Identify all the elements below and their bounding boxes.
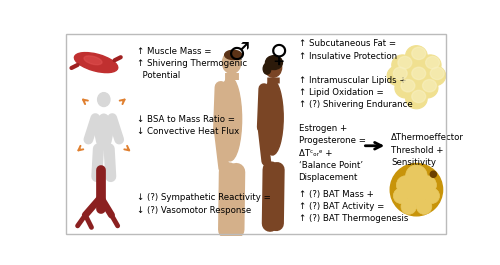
Ellipse shape [96, 114, 112, 150]
Ellipse shape [412, 67, 426, 80]
Ellipse shape [424, 66, 446, 86]
Ellipse shape [218, 77, 242, 161]
Ellipse shape [407, 187, 426, 205]
Ellipse shape [266, 56, 282, 69]
Ellipse shape [406, 165, 427, 187]
Text: ↑ (?) BAT Mass +
↑ (?) BAT Activity =
↑ (?) BAT Thermogenesis: ↑ (?) BAT Mass + ↑ (?) BAT Activity = ↑ … [298, 190, 408, 223]
Ellipse shape [98, 93, 110, 107]
Ellipse shape [426, 56, 440, 69]
Ellipse shape [263, 63, 271, 74]
Ellipse shape [418, 176, 436, 194]
Text: ♂: ♂ [228, 41, 250, 65]
Ellipse shape [398, 56, 412, 69]
Ellipse shape [394, 188, 408, 204]
Ellipse shape [387, 66, 408, 86]
Ellipse shape [264, 163, 272, 170]
Text: Estrogen +
Progesterone =
ΔTᶜₒᵣᵉ +
‘Balance Point’
Displacement: Estrogen + Progesterone = ΔTᶜₒᵣᵉ + ‘Bala… [298, 124, 366, 182]
Ellipse shape [222, 52, 241, 73]
Text: ♀: ♀ [270, 43, 288, 67]
Ellipse shape [410, 183, 422, 196]
Ellipse shape [422, 80, 436, 92]
Text: ↓ BSA to Mass Ratio =
↓ Convective Heat Flux: ↓ BSA to Mass Ratio = ↓ Convective Heat … [137, 115, 239, 136]
Ellipse shape [424, 188, 440, 204]
Ellipse shape [430, 67, 444, 80]
Ellipse shape [390, 164, 442, 216]
Ellipse shape [401, 80, 415, 92]
Ellipse shape [401, 199, 416, 214]
Ellipse shape [224, 50, 242, 60]
Ellipse shape [412, 47, 426, 60]
Ellipse shape [264, 57, 281, 77]
Ellipse shape [420, 55, 441, 75]
Ellipse shape [406, 89, 427, 109]
Ellipse shape [412, 90, 426, 103]
Ellipse shape [262, 80, 283, 155]
Text: ↑ Muscle Mass =
↑ Shivering Thermogenic
  Potential: ↑ Muscle Mass = ↑ Shivering Thermogenic … [137, 47, 247, 81]
Ellipse shape [416, 199, 432, 214]
Ellipse shape [396, 176, 415, 194]
Ellipse shape [416, 78, 438, 98]
Ellipse shape [260, 96, 268, 103]
Ellipse shape [406, 66, 427, 86]
Ellipse shape [84, 56, 102, 65]
Text: ↓ (?) Sympathetic Reactivity =
↓ (?) Vasomotor Response: ↓ (?) Sympathetic Reactivity = ↓ (?) Vas… [137, 193, 271, 215]
Ellipse shape [395, 78, 416, 98]
Ellipse shape [74, 52, 118, 73]
Ellipse shape [394, 67, 407, 80]
Ellipse shape [222, 169, 230, 178]
Ellipse shape [430, 171, 436, 177]
Text: ↑ Subcutaneous Fat =
↑ Insulative Protection

↑ Intramuscular Lipids +
↑ Lipid O: ↑ Subcutaneous Fat = ↑ Insulative Protec… [298, 39, 412, 109]
Text: ΔThermoeffector
Threshold +
Sensitivity: ΔThermoeffector Threshold + Sensitivity [391, 134, 464, 167]
Ellipse shape [392, 55, 413, 75]
Ellipse shape [406, 46, 427, 66]
